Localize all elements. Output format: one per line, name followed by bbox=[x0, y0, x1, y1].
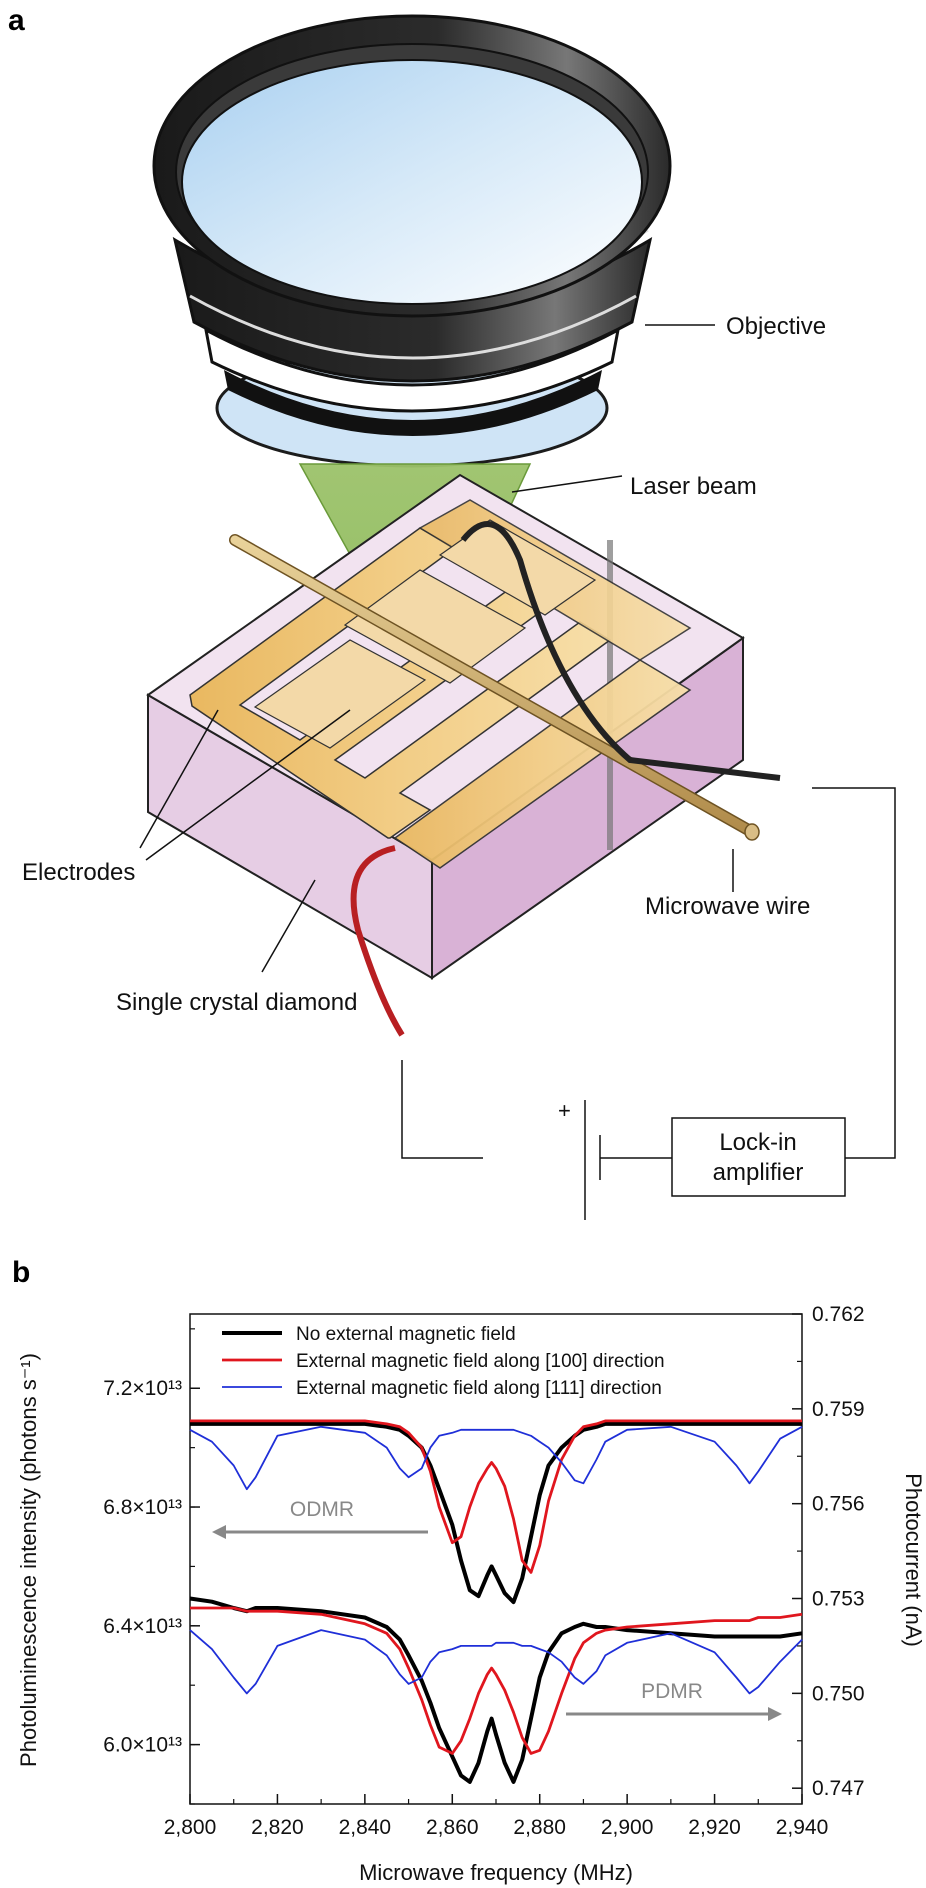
objective-illustration bbox=[152, 14, 672, 468]
electrodes-illustration bbox=[189, 499, 692, 869]
left-tick-label: 6.8×10¹³ bbox=[103, 1496, 182, 1519]
microwave-wire-illustration bbox=[229, 534, 760, 841]
x-tick-label: 2,900 bbox=[601, 1816, 654, 1839]
series-line-odmr-1 bbox=[190, 1419, 802, 1574]
left-tick-label: 6.4×10¹³ bbox=[103, 1615, 182, 1638]
leader-lines bbox=[139, 324, 734, 973]
x-tick-label: 2,820 bbox=[251, 1816, 304, 1839]
label-single-crystal-diamond: Single crystal diamond bbox=[116, 989, 357, 1016]
right-tick-label: 0.747 bbox=[812, 1777, 865, 1800]
pdmr-annotation: PDMR bbox=[566, 1680, 782, 1721]
lock-in-amplifier-box bbox=[671, 1117, 846, 1197]
black-lead-wire bbox=[460, 521, 781, 781]
legend-entry: External magnetic field along [100] dire… bbox=[296, 1351, 665, 1372]
odmr-annotation: ODMR bbox=[212, 1498, 428, 1539]
right-tick-label: 0.759 bbox=[812, 1398, 865, 1421]
x-tick-label: 2,920 bbox=[688, 1816, 741, 1839]
x-axis-ticks: 2,800 2,820 2,840 2,860 2,880 2,900 2,920 2,940 bbox=[164, 1794, 829, 1839]
legend-entry: External magnetic field along [111] dire… bbox=[296, 1378, 662, 1399]
label-laser-beam: Laser beam bbox=[630, 473, 757, 500]
label-objective: Objective bbox=[726, 313, 826, 340]
label-microwave-wire: Microwave wire bbox=[645, 893, 810, 920]
x-tick-label: 2,800 bbox=[164, 1816, 217, 1839]
odmr-label: ODMR bbox=[290, 1498, 354, 1521]
left-tick-label: 6.0×10¹³ bbox=[103, 1734, 182, 1757]
panel-a: a bbox=[8, 4, 896, 1220]
right-tick-label: 0.750 bbox=[812, 1682, 865, 1705]
panel-a-letter: a bbox=[8, 4, 25, 37]
label-lockin-line2: amplifier bbox=[713, 1159, 804, 1186]
red-lead-wire bbox=[350, 845, 405, 1037]
left-tick-label: 7.2×10¹³ bbox=[103, 1377, 182, 1400]
label-lockin-line1: Lock-in bbox=[719, 1129, 796, 1156]
left-axis-ticks: 6.0×10¹³ 6.4×10¹³ 6.8×10¹³ 7.2×10¹³ bbox=[103, 1328, 200, 1805]
x-tick-label: 2,840 bbox=[339, 1816, 392, 1839]
series-lines bbox=[189, 1419, 803, 1784]
circuit-lines bbox=[401, 787, 896, 1220]
x-tick-label: 2,940 bbox=[776, 1816, 829, 1839]
right-tick-label: 0.756 bbox=[812, 1493, 865, 1516]
panel-b: b 2,800 2,820 2,840 2,860 2,880 2,900 2,920 2,9… bbox=[12, 1256, 926, 1885]
panel-b-letter: b bbox=[12, 1256, 30, 1289]
label-electrodes: Electrodes bbox=[22, 859, 135, 886]
right-tick-label: 0.753 bbox=[812, 1588, 865, 1611]
right-axis-ticks: 0.747 0.750 0.753 0.756 0.759 0.762 bbox=[792, 1303, 865, 1800]
label-plus-terminal: + bbox=[558, 1098, 571, 1123]
right-tick-label: 0.762 bbox=[812, 1303, 865, 1326]
left-y-axis-label: Photoluminescence intensity (photons s⁻¹… bbox=[16, 1353, 41, 1767]
x-axis-label: Microwave frequency (MHz) bbox=[359, 1860, 633, 1885]
odmr-pdmr-chart: 2,800 2,820 2,840 2,860 2,880 2,900 2,920 2,940… bbox=[16, 1303, 926, 1885]
series-line-odmr-2 bbox=[189, 1425, 803, 1491]
x-tick-label: 2,860 bbox=[426, 1816, 479, 1839]
series-line-pdmr-3 bbox=[189, 1596, 803, 1784]
chart-legend: No external magnetic field External magne… bbox=[222, 1324, 665, 1399]
x-tick-label: 2,880 bbox=[513, 1816, 566, 1839]
right-y-axis-label: Photocurrent (nA) bbox=[901, 1473, 926, 1647]
legend-entry: No external magnetic field bbox=[296, 1324, 516, 1345]
pdmr-label: PDMR bbox=[641, 1680, 703, 1703]
series-line-pdmr-4 bbox=[190, 1606, 803, 1755]
series-line-odmr-0 bbox=[190, 1421, 802, 1605]
series-line-pdmr-5 bbox=[189, 1629, 803, 1695]
